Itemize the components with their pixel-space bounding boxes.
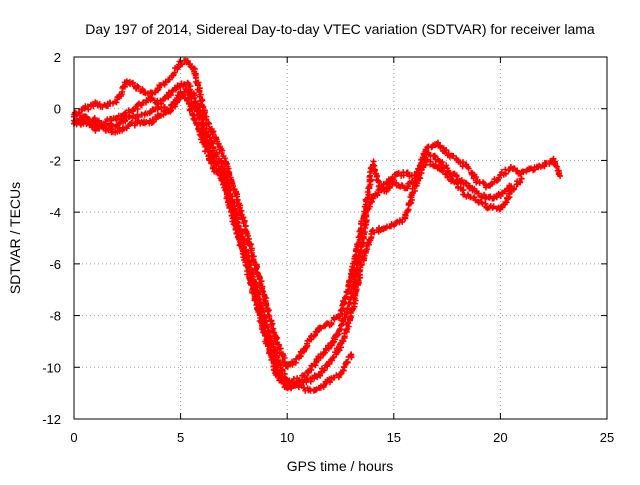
x-tick-label: 20 bbox=[493, 430, 507, 445]
y-tick-label: -2 bbox=[49, 153, 61, 168]
x-tick-label: 0 bbox=[70, 430, 77, 445]
axis-ticks: 0 5 10 15 20 25 -12 -10 -8 -6 -4 -2 0 2 bbox=[42, 50, 614, 445]
y-tick-label: -8 bbox=[49, 309, 61, 324]
chart-title: Day 197 of 2014, Sidereal Day-to-day VTE… bbox=[85, 21, 595, 37]
x-axis-label: GPS time / hours bbox=[287, 458, 394, 474]
x-tick-label: 15 bbox=[387, 430, 401, 445]
x-tick-label: 5 bbox=[177, 430, 184, 445]
y-tick-label: -6 bbox=[49, 257, 61, 272]
x-tick-label: 25 bbox=[600, 430, 614, 445]
y-tick-label: 2 bbox=[54, 50, 61, 65]
y-tick-label: -12 bbox=[42, 412, 61, 427]
plot-frame bbox=[73, 56, 608, 420]
y-axis-label: SDTVAR / TECUs bbox=[7, 182, 23, 294]
y-tick-label: -10 bbox=[42, 360, 61, 375]
y-tick-label: 0 bbox=[54, 102, 61, 117]
y-tick-label: -4 bbox=[49, 205, 61, 220]
x-tick-label: 10 bbox=[280, 430, 294, 445]
